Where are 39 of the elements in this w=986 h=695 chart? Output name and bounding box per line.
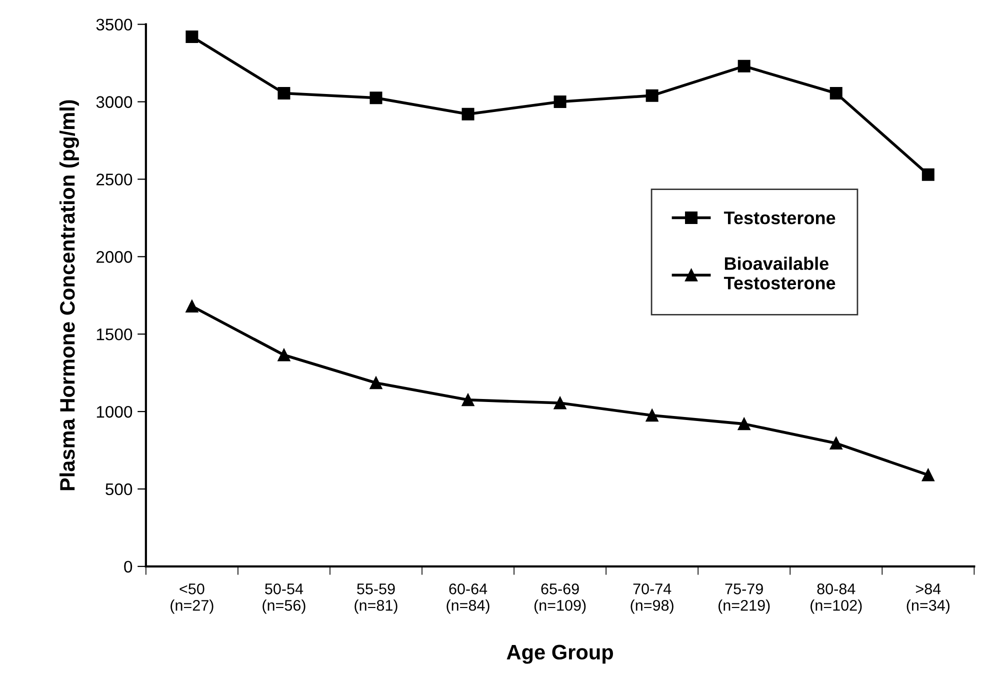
x-tick-label: 80-84 (n=102) bbox=[810, 583, 862, 614]
point bbox=[554, 96, 566, 108]
point bbox=[186, 30, 198, 43]
y-axis-title: Plasma Hormone Concentration (pg/ml) bbox=[59, 100, 79, 490]
point bbox=[646, 89, 658, 102]
x-tick-label: 70-74 (n=98) bbox=[630, 583, 674, 614]
point bbox=[830, 87, 842, 100]
x-tick-label: <50 (n=27) bbox=[170, 583, 214, 614]
y-tick-label: 2500 bbox=[96, 174, 132, 186]
point bbox=[830, 437, 842, 450]
y-tick-label: 3500 bbox=[96, 18, 132, 31]
point bbox=[922, 168, 934, 181]
point bbox=[370, 92, 382, 104]
y-tick-label: 1000 bbox=[96, 406, 132, 418]
point bbox=[186, 300, 198, 312]
legend-label: Testosterone bbox=[724, 212, 836, 224]
x-tick-label: 60-64 (n=84) bbox=[446, 583, 490, 614]
point bbox=[462, 394, 474, 406]
point bbox=[370, 376, 382, 390]
y-tick-label: 3000 bbox=[96, 96, 132, 108]
point bbox=[738, 60, 750, 72]
x-tick-label: 75-79 (n=219) bbox=[718, 583, 770, 614]
x-tick-label: 50-54 (n=56) bbox=[262, 583, 306, 614]
x-tick-label: 65-69 (n=109) bbox=[534, 583, 586, 614]
y-tick-label: 500 bbox=[106, 483, 132, 496]
point bbox=[278, 348, 290, 362]
x-tick-label: 55-59 (n=81) bbox=[354, 583, 398, 614]
point bbox=[738, 418, 750, 430]
point bbox=[554, 396, 566, 410]
y-tick-label: 0 bbox=[124, 560, 132, 573]
y-tick-label: 1500 bbox=[96, 328, 132, 340]
point bbox=[922, 468, 934, 482]
x-axis-title: Age Group bbox=[506, 644, 614, 664]
x-tick-label: >84 (n=34) bbox=[906, 583, 950, 614]
point bbox=[462, 108, 474, 120]
point bbox=[278, 87, 290, 100]
legend-label: Bioavailable Testosterone bbox=[724, 256, 836, 290]
y-tick-label: 2000 bbox=[96, 251, 132, 263]
point bbox=[646, 409, 658, 422]
